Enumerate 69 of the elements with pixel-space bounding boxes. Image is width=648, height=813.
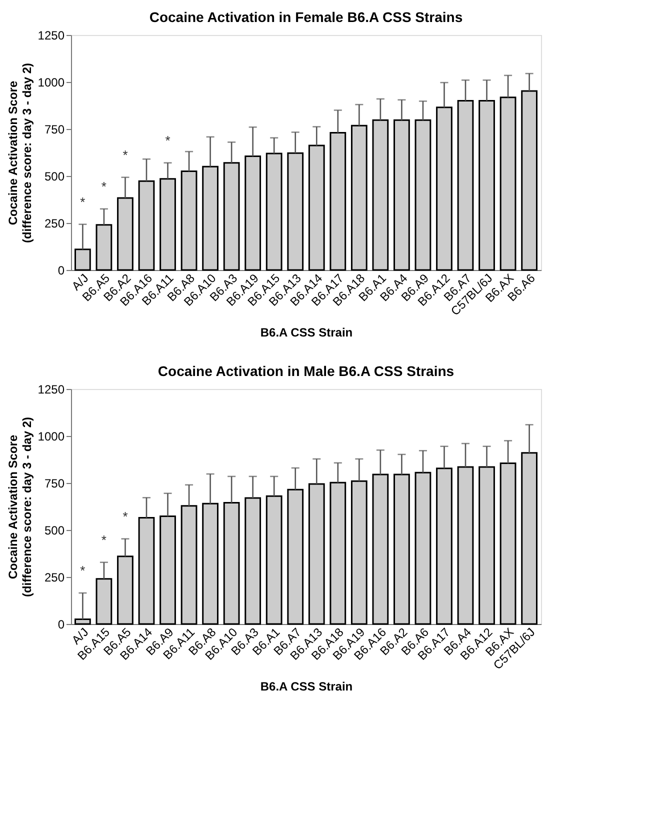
bar: [180, 505, 198, 625]
bar: [266, 495, 282, 625]
y-tick-label: 1250: [38, 382, 65, 396]
bar: [308, 144, 325, 271]
bar: [414, 472, 432, 625]
bar: [96, 578, 112, 625]
bar: [436, 468, 452, 625]
y-tick-label: 750: [44, 476, 65, 490]
x-axis-title: B6.A CSS Strain: [260, 326, 353, 340]
bar: [287, 488, 304, 625]
bar: [96, 224, 112, 271]
bar: [180, 170, 198, 271]
bar: [223, 162, 240, 271]
bar: [160, 178, 176, 271]
y-tick-label: 250: [44, 216, 65, 230]
bar: [350, 124, 368, 271]
bar: [223, 502, 240, 625]
annotation: *: [122, 147, 128, 162]
annotation: *: [101, 178, 106, 194]
chart-title: Cocaine Activation in Male B6.A CSS Strains: [158, 363, 454, 379]
y-tick-label: 500: [44, 170, 65, 184]
bar: [500, 96, 516, 271]
bar: [521, 90, 538, 271]
bar: [74, 248, 91, 271]
bar: [74, 618, 91, 625]
annotation: *: [101, 532, 106, 548]
bar: [414, 119, 432, 271]
bar: [372, 119, 389, 271]
annotation: *: [80, 194, 86, 210]
bar: [330, 482, 346, 625]
bar: [117, 197, 134, 271]
bar: [138, 517, 155, 625]
y-tick-label: 750: [44, 122, 65, 136]
bar: [372, 474, 389, 625]
chart-title: Cocaine Activation in Female B6.A CSS Strains: [149, 9, 463, 25]
bar: [436, 106, 452, 271]
bar: [202, 166, 218, 271]
annotation: *: [122, 508, 128, 524]
bar: [457, 466, 474, 625]
bar: [500, 462, 516, 625]
y-tick-label: 1000: [38, 430, 65, 444]
bar: [202, 502, 218, 625]
bar: [330, 132, 346, 271]
y-axis-title: Cocaine Activation Score (difference score: day 3 - day 2): [6, 62, 34, 244]
annotation: *: [80, 562, 86, 578]
x-axis-title: B6.A CSS Strain: [260, 680, 353, 694]
bar: [478, 466, 495, 625]
y-tick-label: 1000: [38, 76, 65, 90]
bar: [287, 152, 304, 271]
bar: [457, 100, 474, 271]
bar: [266, 152, 282, 271]
bar: [160, 516, 176, 625]
bar: [138, 180, 155, 271]
y-tick-label: 250: [44, 570, 65, 584]
bar: [394, 474, 410, 625]
bar: [478, 100, 495, 271]
bar: [244, 497, 262, 625]
bar: [394, 119, 410, 271]
bar: [308, 483, 325, 625]
y-tick-label: 1250: [38, 28, 65, 42]
bar: [521, 452, 538, 625]
y-tick-label: 0: [58, 264, 65, 278]
y-axis-title: Cocaine Activation Score (difference score: day 3 - day 2): [6, 416, 34, 598]
y-tick-label: 500: [44, 524, 65, 538]
bar: [350, 480, 368, 625]
bar: [244, 156, 262, 271]
y-tick-label: 0: [58, 618, 65, 632]
annotation: *: [165, 132, 170, 148]
bar: [117, 556, 134, 625]
